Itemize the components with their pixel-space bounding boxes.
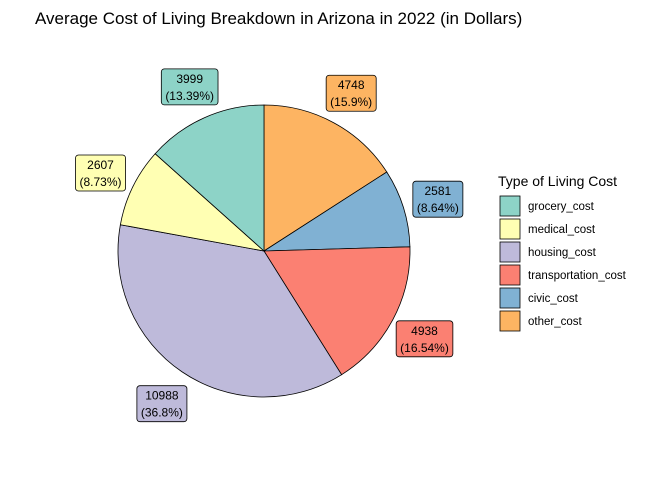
slice-value-label: 2581 [425,184,452,198]
legend-label-medical-cost: medical_cost [528,224,596,236]
legend-key-medical-cost [499,218,521,240]
legend-key-housing-cost [499,241,521,263]
slice-label-box [412,180,464,218]
slice-label-box [136,385,188,423]
legend-label-grocery-cost: grocery_cost [528,201,595,213]
pie-slices [117,104,411,398]
slice-value-label: 4748 [338,78,365,92]
slice-value-label: 3999 [176,72,203,86]
slice-value-label: 2607 [87,158,114,172]
slice-label-box [160,68,219,106]
slice-percent-label: (36.8%) [141,406,183,420]
slice-label-civic-cost: 2581 (8.64%) [412,180,464,218]
legend-label-other-cost: other_cost [528,316,583,328]
pie-slice-other-cost [263,104,388,252]
slice-percent-label: (13.39%) [165,89,214,103]
legend-label-transportation-cost: transportation_cost [528,270,627,282]
slice-labels: 4748 (15.9%) 2581 (8.64%) 4938 (16.54%) 10988 (… [75,68,464,423]
chart-title: Average Cost of Living Breakdown in Ariz… [35,9,522,28]
legend-key-civic-cost [499,287,521,309]
pie-slice-grocery-cost [154,104,265,252]
slice-label-grocery-cost: 3999 (13.39%) [160,68,219,106]
slice-percent-label: (16.54%) [400,341,449,355]
legend-key-transportation-cost [499,264,521,286]
slice-percent-label: (8.64%) [417,201,459,215]
slice-label-box [395,320,454,358]
slice-label-medical-cost: 2607 (8.73%) [75,154,126,192]
legend-label-civic-cost: civic_cost [528,293,579,305]
slice-percent-label: (8.73%) [80,175,122,189]
slice-value-label: 4938 [411,324,438,338]
legend-title: Type of Living Cost [498,173,617,189]
pie-slice-transportation-cost [263,246,411,376]
legend-label-housing-cost: housing_cost [528,247,597,259]
slice-percent-label: (15.9%) [330,95,372,109]
legend: Type of Living Cost grocery_cost medical_… [498,173,627,332]
slice-label-other-cost: 4748 (15.9%) [325,74,377,112]
pie-slice-housing-cost [117,224,343,398]
slice-label-transportation-cost: 4938 (16.54%) [395,320,454,358]
slice-value-label: 10988 [145,389,179,403]
slice-label-box [325,74,377,112]
legend-key-other-cost [499,310,521,332]
slice-label-box [75,154,126,192]
slice-label-housing-cost: 10988 (36.8%) [136,385,188,423]
legend-key-grocery-cost [499,195,521,217]
